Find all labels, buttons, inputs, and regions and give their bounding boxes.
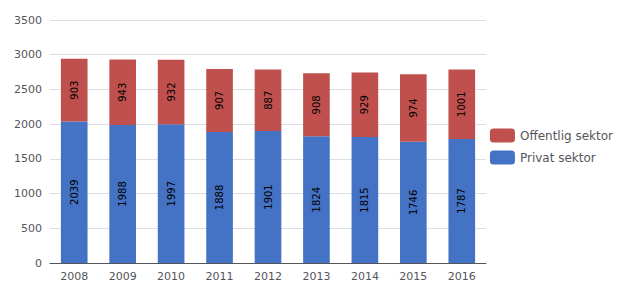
svg-text:1988: 1988 — [117, 181, 128, 206]
svg-text:2008: 2008 — [60, 270, 88, 283]
svg-text:0: 0 — [35, 257, 42, 270]
svg-text:1815: 1815 — [359, 187, 370, 212]
svg-text:974: 974 — [408, 98, 419, 117]
svg-text:Privat sektor: Privat sektor — [520, 151, 596, 165]
svg-text:1901: 1901 — [263, 184, 274, 209]
svg-text:2012: 2012 — [254, 270, 282, 283]
svg-text:3500: 3500 — [14, 14, 42, 27]
svg-text:2011: 2011 — [206, 270, 234, 283]
svg-text:903: 903 — [69, 81, 80, 100]
svg-text:1000: 1000 — [14, 187, 42, 200]
svg-text:2015: 2015 — [399, 270, 427, 283]
svg-text:2013: 2013 — [302, 270, 330, 283]
svg-text:929: 929 — [359, 95, 370, 114]
svg-text:1500: 1500 — [14, 152, 42, 165]
svg-text:2010: 2010 — [157, 270, 185, 283]
svg-text:1824: 1824 — [311, 187, 322, 212]
svg-text:2016: 2016 — [448, 270, 476, 283]
svg-text:2014: 2014 — [351, 270, 379, 283]
svg-text:932: 932 — [166, 82, 177, 101]
svg-text:2000: 2000 — [14, 118, 42, 131]
svg-text:887: 887 — [263, 91, 274, 110]
svg-text:1787: 1787 — [456, 188, 467, 213]
svg-text:3000: 3000 — [14, 48, 42, 61]
svg-text:2039: 2039 — [69, 179, 80, 204]
svg-text:907: 907 — [214, 91, 225, 110]
svg-text:Offentlig sektor: Offentlig sektor — [520, 129, 613, 143]
svg-text:943: 943 — [117, 83, 128, 102]
svg-text:2500: 2500 — [14, 83, 42, 96]
svg-text:1746: 1746 — [408, 190, 419, 215]
svg-text:2009: 2009 — [109, 270, 137, 283]
svg-text:1888: 1888 — [214, 185, 225, 210]
svg-text:1997: 1997 — [166, 181, 177, 206]
svg-text:1001: 1001 — [456, 91, 467, 116]
svg-text:500: 500 — [21, 222, 42, 235]
svg-text:908: 908 — [311, 95, 322, 114]
